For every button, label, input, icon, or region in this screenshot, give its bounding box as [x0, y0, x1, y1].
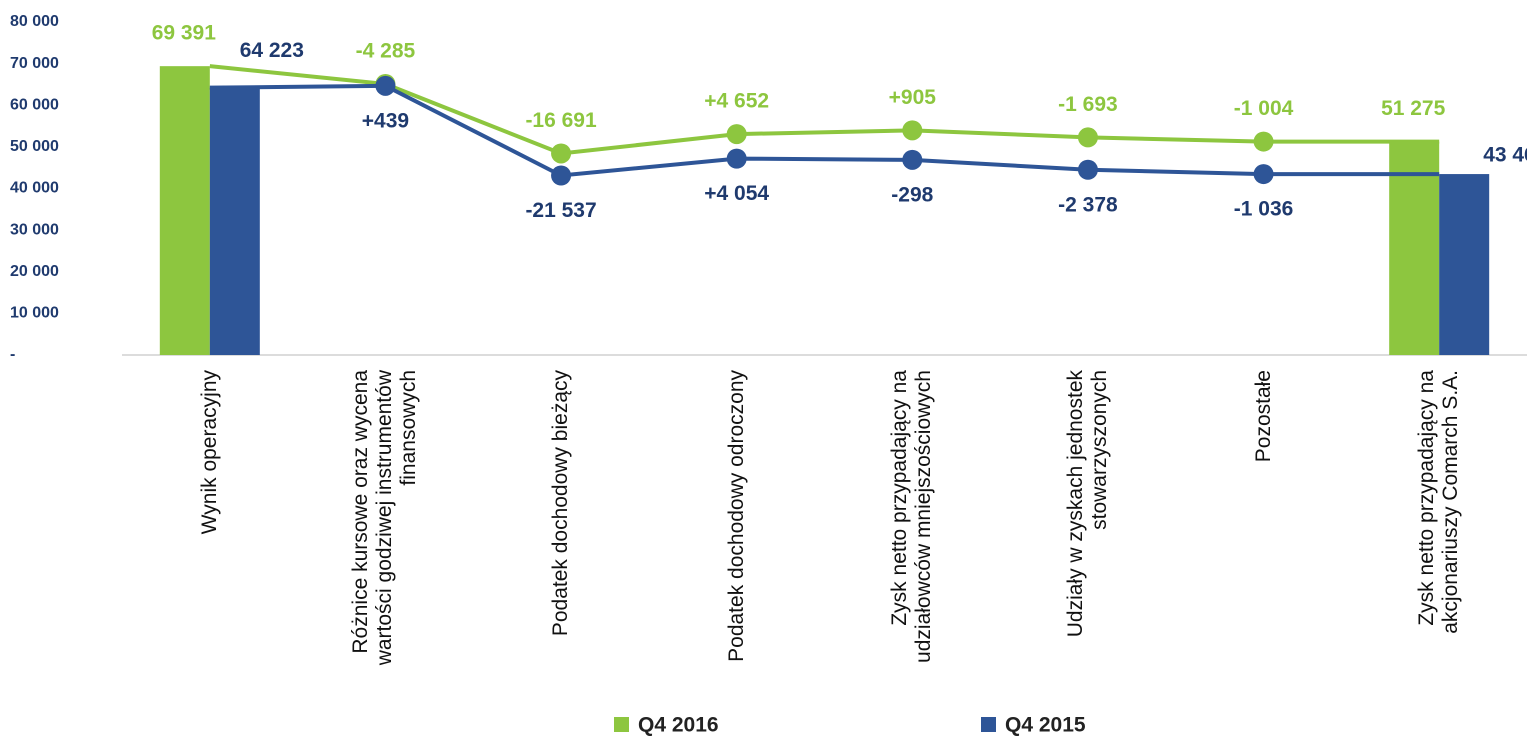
data-label: +4 054	[704, 182, 769, 205]
point	[1077, 159, 1098, 180]
y-tick-label: 70 000	[10, 55, 59, 72]
point	[1253, 131, 1274, 152]
point	[1253, 164, 1274, 185]
x-tick-label: Wynik operacyjny	[197, 370, 221, 535]
point	[1077, 127, 1098, 148]
data-label: +439	[362, 109, 409, 132]
y-tick-label: 60 000	[10, 96, 59, 113]
x-tick-label: Zysk netto przypadający na akcjonariuszy…	[1415, 370, 1463, 634]
point	[726, 148, 747, 169]
point	[551, 165, 572, 186]
data-label: -1 693	[1058, 93, 1118, 116]
point	[551, 143, 572, 164]
bar	[159, 66, 210, 355]
y-tick-label: 40 000	[10, 180, 59, 197]
bar	[1439, 174, 1490, 355]
y-tick-label: 10 000	[10, 305, 59, 322]
data-label: 69 391	[152, 22, 217, 45]
x-tick-label: Pozostałe	[1251, 370, 1275, 463]
y-tick-label: -	[10, 346, 15, 363]
x-tick-label: Zysk netto przypadający na udziałowców m…	[888, 370, 936, 663]
data-label: -4 285	[356, 40, 416, 63]
series-line	[209, 64, 1440, 156]
y-tick-label: 30 000	[10, 221, 59, 238]
data-label: -21 537	[525, 199, 596, 222]
legend-swatch	[614, 717, 629, 732]
y-tick-label: 20 000	[10, 263, 59, 280]
data-label: 43 467	[1483, 144, 1527, 167]
x-tick-label: Udziały w zyskach jednostek stowarzyszon…	[1063, 370, 1111, 638]
legend-swatch	[981, 717, 996, 732]
data-label: -1 036	[1234, 198, 1294, 221]
point	[726, 124, 747, 145]
point	[902, 149, 923, 170]
data-label: -16 691	[525, 109, 597, 132]
data-label: +905	[889, 86, 937, 109]
point	[902, 120, 923, 141]
bar	[209, 87, 260, 356]
series-line	[209, 83, 1440, 178]
data-label: -298	[891, 183, 933, 206]
data-label: -1 004	[1234, 97, 1294, 120]
y-tick-label: 50 000	[10, 138, 59, 155]
bar	[1389, 141, 1440, 355]
data-label: 64 223	[240, 39, 304, 62]
x-tick-label: Różnice kursowe oraz wycena wartości god…	[349, 370, 421, 666]
data-label: +4 652	[704, 90, 769, 113]
y-tick-label: 80 000	[10, 13, 59, 30]
x-tick-label: Podatek dochodowy bieżący	[549, 370, 573, 637]
legend-label: Q4 2015	[1005, 714, 1086, 737]
data-label: -2 378	[1058, 193, 1118, 216]
point	[375, 75, 396, 96]
x-tick-label: Podatek dochodowy odroczony	[724, 370, 748, 662]
data-label: 51 275	[1381, 97, 1446, 120]
legend-label: Q4 2016	[638, 714, 719, 737]
